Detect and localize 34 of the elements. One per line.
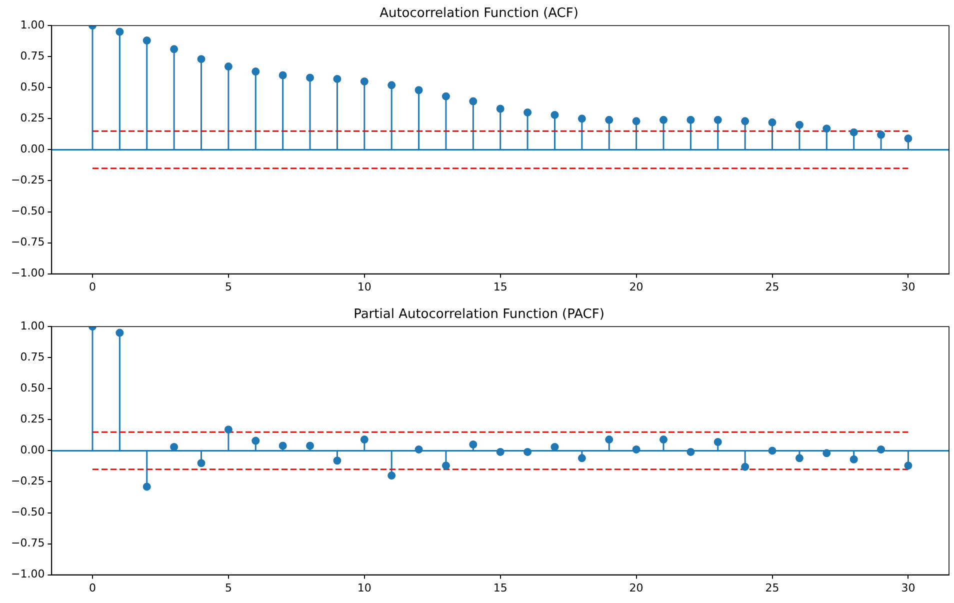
- x-tick-label: 5: [224, 581, 232, 594]
- x-tick-label: 5: [224, 280, 232, 294]
- x-tick-label: 10: [357, 581, 372, 594]
- y-tick-label: 0.75: [20, 49, 45, 62]
- y-tick-label: 0.00: [20, 142, 45, 156]
- x-tick-label: 10: [357, 280, 372, 294]
- x-tick-label: 0: [88, 581, 96, 594]
- y-tick-label: 1.00: [20, 319, 45, 332]
- y-tick-label: −1.00: [10, 266, 45, 280]
- y-tick-label: −1.00: [10, 568, 45, 581]
- y-tick-label: 0.75: [20, 350, 45, 364]
- y-tick-label: −0.50: [10, 204, 45, 218]
- x-tick-label: 20: [629, 581, 644, 594]
- y-tick-label: 0.25: [20, 112, 45, 125]
- y-tick-label: −0.25: [10, 174, 45, 187]
- y-tick-label: −0.50: [10, 506, 45, 519]
- y-tick-label: 0.50: [20, 80, 45, 94]
- chart-title: Autocorrelation Function (ACF): [380, 6, 578, 22]
- y-tick-label: 0.50: [20, 382, 45, 395]
- x-tick-label: 25: [765, 581, 780, 594]
- x-tick-label: 30: [901, 581, 916, 594]
- x-tick-label: 0: [88, 280, 96, 294]
- x-tick-label: 30: [901, 280, 916, 294]
- x-tick-label: 25: [765, 280, 780, 294]
- y-tick-label: −0.75: [10, 236, 45, 249]
- y-tick-label: 0.00: [20, 444, 45, 457]
- x-tick-label: 15: [493, 280, 508, 294]
- x-tick-label: 20: [629, 280, 644, 294]
- y-tick-label: 0.25: [20, 412, 45, 426]
- x-tick-label: 15: [493, 581, 508, 594]
- y-tick-label: −0.75: [10, 536, 45, 550]
- y-tick-label: −0.25: [10, 474, 45, 488]
- y-tick-label: 1.00: [20, 18, 45, 32]
- chart-title: Partial Autocorrelation Function (PACF): [354, 307, 604, 322]
